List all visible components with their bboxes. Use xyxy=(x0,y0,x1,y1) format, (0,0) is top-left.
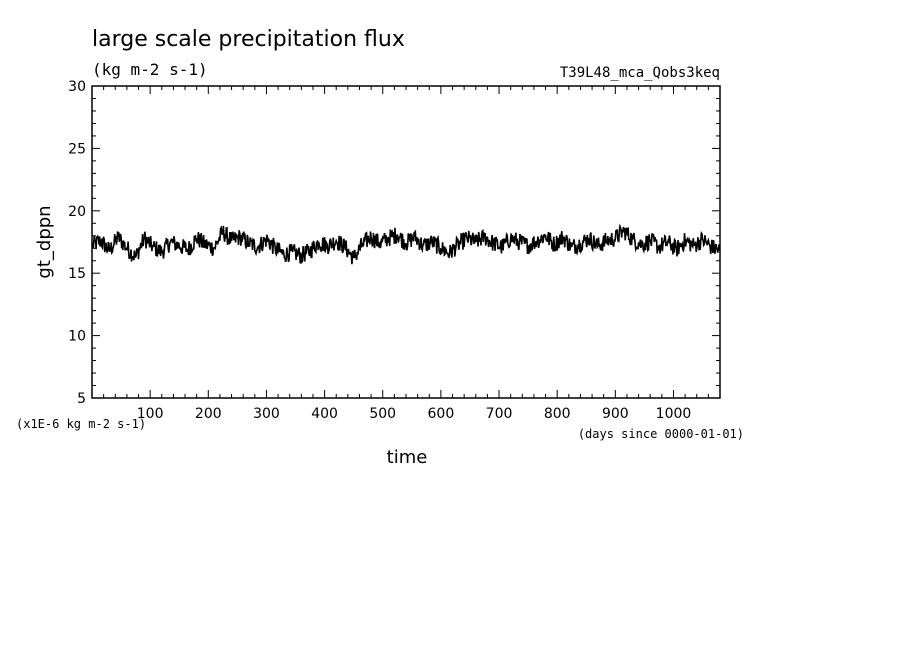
y-tick-labels: 5 10 15 20 25 30 xyxy=(68,79,86,407)
y-tick-label: 20 xyxy=(68,204,86,220)
x-tick-label: 200 xyxy=(195,406,222,422)
x-tick-label: 800 xyxy=(544,406,571,422)
axis-ticks xyxy=(91,85,721,399)
chart-units: (kg m-2 s-1) xyxy=(92,60,208,79)
y-axis-label: gt_dppn xyxy=(34,205,55,278)
x-tick-label: 400 xyxy=(311,406,338,422)
x-tick-label: 700 xyxy=(486,406,513,422)
y-tick-label: 5 xyxy=(77,391,86,407)
x-unit-note: (days since 0000-01-01) xyxy=(578,427,744,441)
y-tick-label: 10 xyxy=(68,329,86,345)
x-tick-label: 100 xyxy=(137,406,164,422)
chart-title: large scale precipitation flux xyxy=(92,27,405,52)
series-line xyxy=(91,223,721,265)
x-tick-label: 500 xyxy=(369,406,396,422)
x-tick-label: 1000 xyxy=(656,406,692,422)
x-tick-label: 600 xyxy=(428,406,455,422)
plot-frame xyxy=(91,85,721,399)
x-tick-label: 900 xyxy=(602,406,629,422)
y-tick-label: 25 xyxy=(68,141,86,157)
experiment-label: T39L48_mca_Qobs3keq xyxy=(560,65,720,81)
x-axis-label: time xyxy=(387,447,428,468)
y-tick-label: 15 xyxy=(68,266,86,282)
y-scale-note: (x1E-6 kg m-2 s-1) xyxy=(16,417,146,431)
y-tick-label: 30 xyxy=(68,79,86,95)
x-tick-labels: 100 200 300 400 500 600 700 800 900 1000 xyxy=(137,406,692,422)
x-tick-label: 300 xyxy=(253,406,280,422)
